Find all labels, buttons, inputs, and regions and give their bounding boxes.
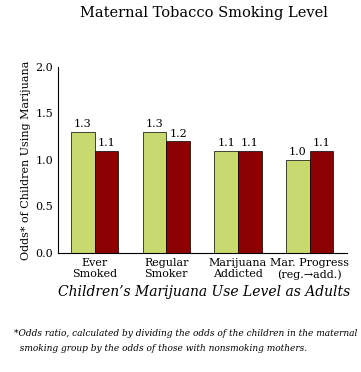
Text: *Odds ratio, calculated by dividing the odds of the children in the maternal: *Odds ratio, calculated by dividing the … [14, 329, 358, 338]
Text: 1.3: 1.3 [74, 119, 92, 129]
Bar [166, 141, 190, 253]
Text: 1.0: 1.0 [289, 147, 307, 157]
Bar [214, 151, 238, 253]
Bar [310, 151, 334, 253]
Text: 1.1: 1.1 [97, 138, 115, 148]
Text: 1.2: 1.2 [169, 129, 187, 138]
Bar [238, 151, 262, 253]
Text: Maternal Tobacco Smoking Level: Maternal Tobacco Smoking Level [80, 6, 328, 20]
Bar [95, 151, 118, 253]
Text: Children’s Marijuana Use Level as Adults: Children’s Marijuana Use Level as Adults [58, 285, 350, 299]
Text: 1.1: 1.1 [241, 138, 259, 148]
Text: 1.1: 1.1 [313, 138, 330, 148]
Bar [71, 132, 95, 253]
Bar [286, 160, 310, 253]
Text: 1.3: 1.3 [145, 119, 163, 129]
Text: 1.1: 1.1 [217, 138, 235, 148]
Text: smoking group by the odds of those with nonsmoking mothers.: smoking group by the odds of those with … [14, 344, 308, 353]
Y-axis label: Odds* of Children Using Marijuana: Odds* of Children Using Marijuana [21, 60, 31, 260]
Bar [143, 132, 166, 253]
